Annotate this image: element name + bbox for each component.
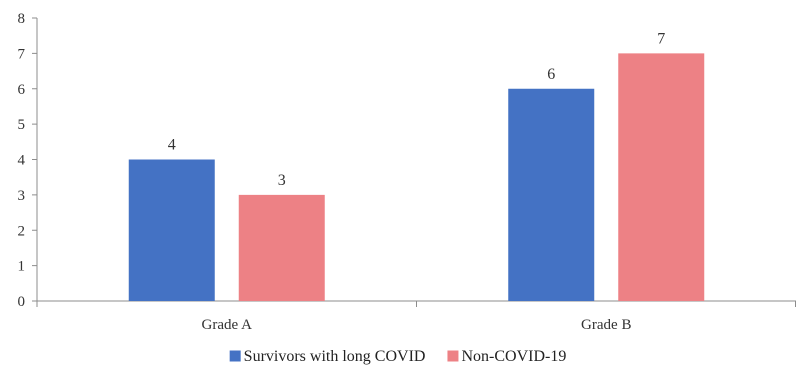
y-tick-label: 6: [18, 82, 26, 98]
bar: [128, 159, 215, 301]
x-axis: Grade A Grade B: [36, 300, 796, 333]
y-tick-label: 8: [18, 11, 26, 27]
bar: [618, 53, 705, 301]
legend-swatch: [229, 350, 241, 362]
x-category-label: Grade B: [581, 317, 631, 333]
y-tick-label: 2: [18, 223, 26, 239]
data-label: 3: [278, 172, 286, 189]
data-labels: 4 3 6 7: [168, 30, 666, 189]
legend-label: Survivors with long COVID: [244, 348, 426, 365]
y-tick-label: 4: [18, 153, 26, 169]
legend: Survivors with long COVID Non-COVID-19: [229, 348, 566, 365]
y-tick-label: 0: [18, 294, 26, 310]
y-tick-label: 5: [18, 117, 26, 133]
data-label: 4: [168, 137, 176, 154]
legend-label: Non-COVID-19: [461, 348, 566, 365]
y-tick-label: 3: [18, 188, 26, 204]
legend-swatch: [447, 350, 459, 362]
y-axis: 0 1 2 3 4 5 6 7 8: [18, 11, 38, 310]
y-tick-label: 1: [18, 259, 26, 275]
bar: [508, 88, 595, 301]
data-label: 7: [657, 30, 665, 47]
bars: [128, 53, 705, 301]
bar: [238, 194, 325, 301]
data-label: 6: [547, 66, 555, 83]
x-category-label: Grade A: [202, 317, 253, 333]
y-tick-label: 7: [18, 46, 26, 62]
